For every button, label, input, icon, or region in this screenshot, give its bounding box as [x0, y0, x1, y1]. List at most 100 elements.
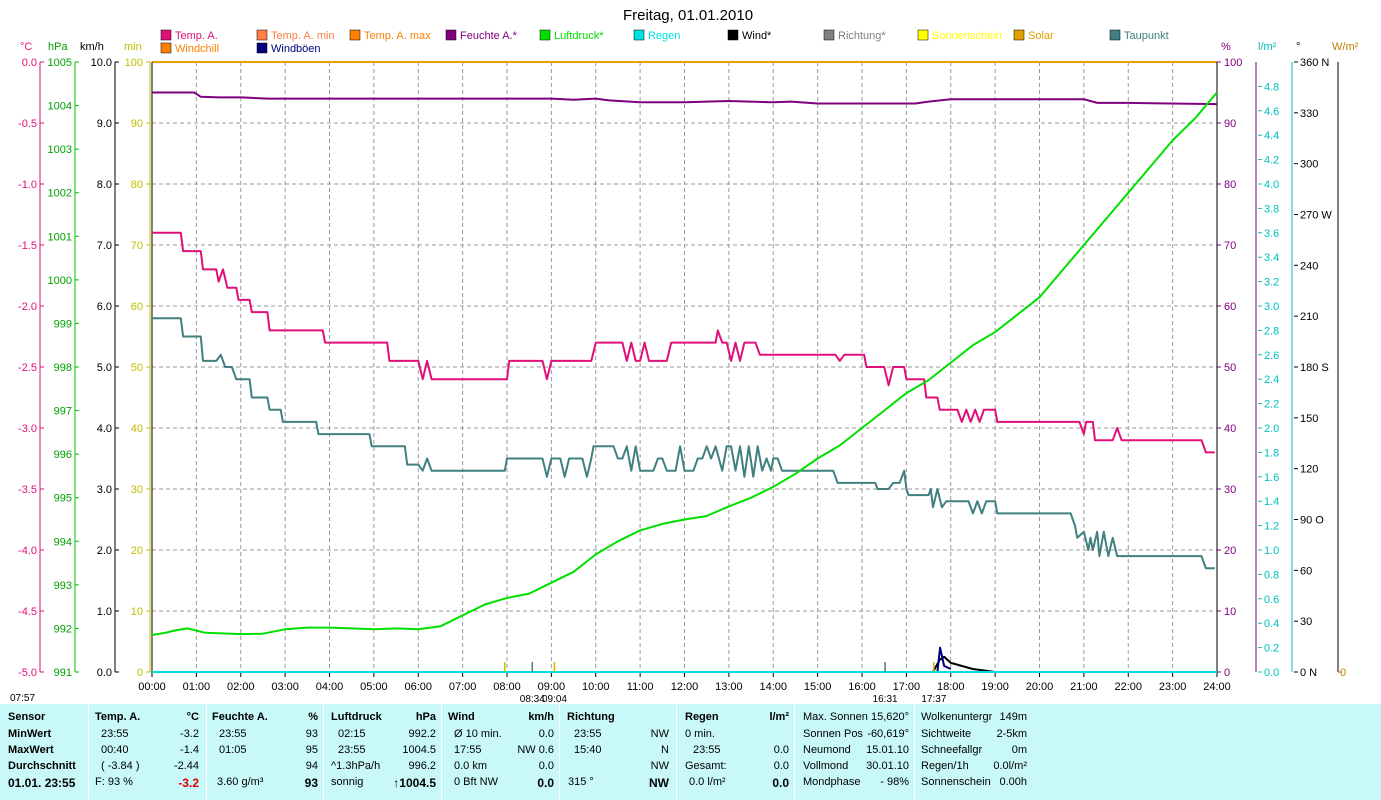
pressure-tick-label: 1001 — [48, 231, 72, 243]
rain-tick-label: 3.4 — [1264, 252, 1279, 264]
rain-tick-label: 4.4 — [1264, 130, 1279, 142]
axis-units: °C hPa km/h min% l/m² ° W/m² — [20, 41, 1359, 53]
series-layer — [151, 91, 1218, 673]
direction-header: Richtung — [567, 711, 615, 723]
sun-tick-label: 100 — [125, 57, 143, 69]
wind-avg10-label: Ø 10 min. — [454, 728, 502, 740]
direction-min-value: NW — [650, 728, 669, 740]
x-tick-label: 01:00 — [183, 681, 211, 693]
astro-moonphase-label: Mondphase — [803, 776, 861, 788]
astro-newmoon-label: Neumond — [803, 744, 851, 756]
wind-unit: km/h — [528, 711, 554, 723]
humidity-max-value: 95 — [305, 744, 318, 756]
weather-visibility-value: 2-5km — [996, 728, 1027, 740]
humidity-min-value: 93 — [305, 728, 318, 740]
direction-tick-label: 180 S — [1300, 362, 1329, 374]
humidity-tick-label: 70 — [1224, 240, 1236, 252]
rain-tick-label: 0.4 — [1264, 618, 1279, 630]
x-tick-label: 02:00 — [227, 681, 255, 693]
rain-tick-label: 0.0 — [1264, 667, 1279, 679]
legend-swatch — [823, 29, 835, 41]
temp-max-time: 00:40 — [101, 744, 129, 756]
rain-tick-label: 2.2 — [1264, 399, 1279, 411]
x-tick-label: 18:00 — [937, 681, 965, 693]
legend-swatch — [445, 29, 457, 41]
humidity-header: Feuchte A. — [212, 711, 268, 723]
sun-tick-label: 50 — [131, 362, 143, 374]
pressure-tick-label: 998 — [54, 362, 72, 374]
x-tick-label: 09:00 — [538, 681, 566, 693]
legend-swatch — [160, 29, 172, 41]
rain-tick-label: 3.0 — [1264, 301, 1279, 313]
unit-solar: W/m² — [1332, 41, 1359, 53]
col-weather: Wolkenuntergr 149m Sichtweite 2-5km Schn… — [914, 704, 1033, 800]
astro-newmoon-value: 15.01.10 — [866, 744, 909, 756]
humidity-tick-label: 30 — [1224, 484, 1236, 496]
astro-moonphase-value: - 98% — [880, 776, 909, 788]
pressure-tick-label: 995 — [54, 493, 72, 505]
rain-tick-label: 4.2 — [1264, 155, 1279, 167]
statistics-panel: Sensor MinWert MaxWert Durchschnitt 01.0… — [0, 704, 1381, 800]
x-tick-label: 07:00 — [449, 681, 477, 693]
humidity-tick-label: 90 — [1224, 118, 1236, 130]
x-tick-label: 00:00 — [138, 681, 166, 693]
pressure-tick-label: 1002 — [48, 188, 72, 200]
sun-marker-label: 16:31 — [873, 694, 898, 704]
weather-cloudbase-value: 149m — [999, 711, 1027, 723]
direction-tick-label: 150 — [1300, 413, 1318, 425]
sun-tick-label: 40 — [131, 423, 143, 435]
humidity-tick-label: 100 — [1224, 57, 1242, 69]
direction-tick-label: 240 — [1300, 260, 1318, 272]
pressure-tick-label: 997 — [54, 406, 72, 418]
rain-tick-label: 2.0 — [1264, 423, 1279, 435]
temp-tick-label: -4.0 — [18, 545, 37, 557]
rain-tick-label: 1.6 — [1264, 472, 1279, 484]
weather-snowline-label: Schneefallgr — [921, 744, 983, 756]
pressure-tick-label: 1004 — [48, 101, 72, 113]
pressure-avg-value: 996.2 — [408, 760, 436, 772]
wind-avg-value: 0.0 — [538, 760, 554, 772]
x-tick-label: 16:00 — [848, 681, 876, 693]
sun-marker-label: 09:04 — [542, 694, 567, 704]
wind-tick-label: 9.0 — [97, 118, 112, 130]
temp-avg-value: -2.44 — [173, 760, 199, 772]
pressure-unit: hPa — [415, 711, 436, 723]
wind-header: Wind — [448, 711, 475, 723]
astro-sun-pos-label: Sonnen Pos — [803, 728, 863, 740]
rain-max-value: 0.0 — [773, 744, 789, 756]
solar-tick-label: 0 — [1340, 667, 1346, 679]
wind-beaufort: 0 Bft NW — [454, 776, 499, 788]
rain-tick-label: 2.8 — [1264, 325, 1279, 337]
temp-current-value: -3.2 — [178, 776, 199, 790]
humidity-tick-label: 10 — [1224, 606, 1236, 618]
unit-pressure: hPa — [48, 41, 68, 53]
col-temp: Temp. A. °C 23:55 -3.2 00:40 -1.4 ( -3.8… — [88, 704, 207, 800]
temp-avg-extra: ( -3.84 ) — [101, 760, 140, 772]
x-tick-label: 24:00 — [1203, 681, 1231, 693]
unit-humidity: % — [1221, 41, 1231, 53]
astro-max-sun-label: Max. Sonnen — [803, 711, 868, 723]
humidity-tick-label: 20 — [1224, 545, 1236, 557]
x-tick-label: 05:00 — [360, 681, 388, 693]
legend-swatch — [633, 29, 645, 41]
x-tick-label: 11:00 — [627, 681, 654, 693]
direction-min-time: 23:55 — [574, 728, 602, 740]
rain-tick-label: 4.6 — [1264, 106, 1279, 118]
pressure-header: Luftdruck — [331, 711, 382, 723]
pressure-max-time: 23:55 — [338, 744, 366, 756]
legend-label: Temp. A. min — [271, 30, 335, 42]
direction-avg-value: NW — [650, 760, 669, 772]
row-label-min: MinWert — [8, 728, 52, 740]
direction-tick-label: 60 — [1300, 565, 1312, 577]
pressure-tick-label: 994 — [54, 536, 72, 548]
rain-current-extra: 0.0 l/m² — [689, 776, 726, 788]
humidity-min-time: 23:55 — [219, 728, 247, 740]
legend-swatch — [256, 42, 268, 54]
col-sensor: Sensor MinWert MaxWert Durchschnitt 01.0… — [0, 704, 88, 800]
rain-tick-label: 4.8 — [1264, 81, 1279, 93]
pressure-min-value: 992.2 — [408, 728, 436, 740]
temp-unit: °C — [186, 711, 199, 723]
grid — [152, 62, 1217, 672]
pressure-tick-label: 1000 — [48, 275, 72, 287]
